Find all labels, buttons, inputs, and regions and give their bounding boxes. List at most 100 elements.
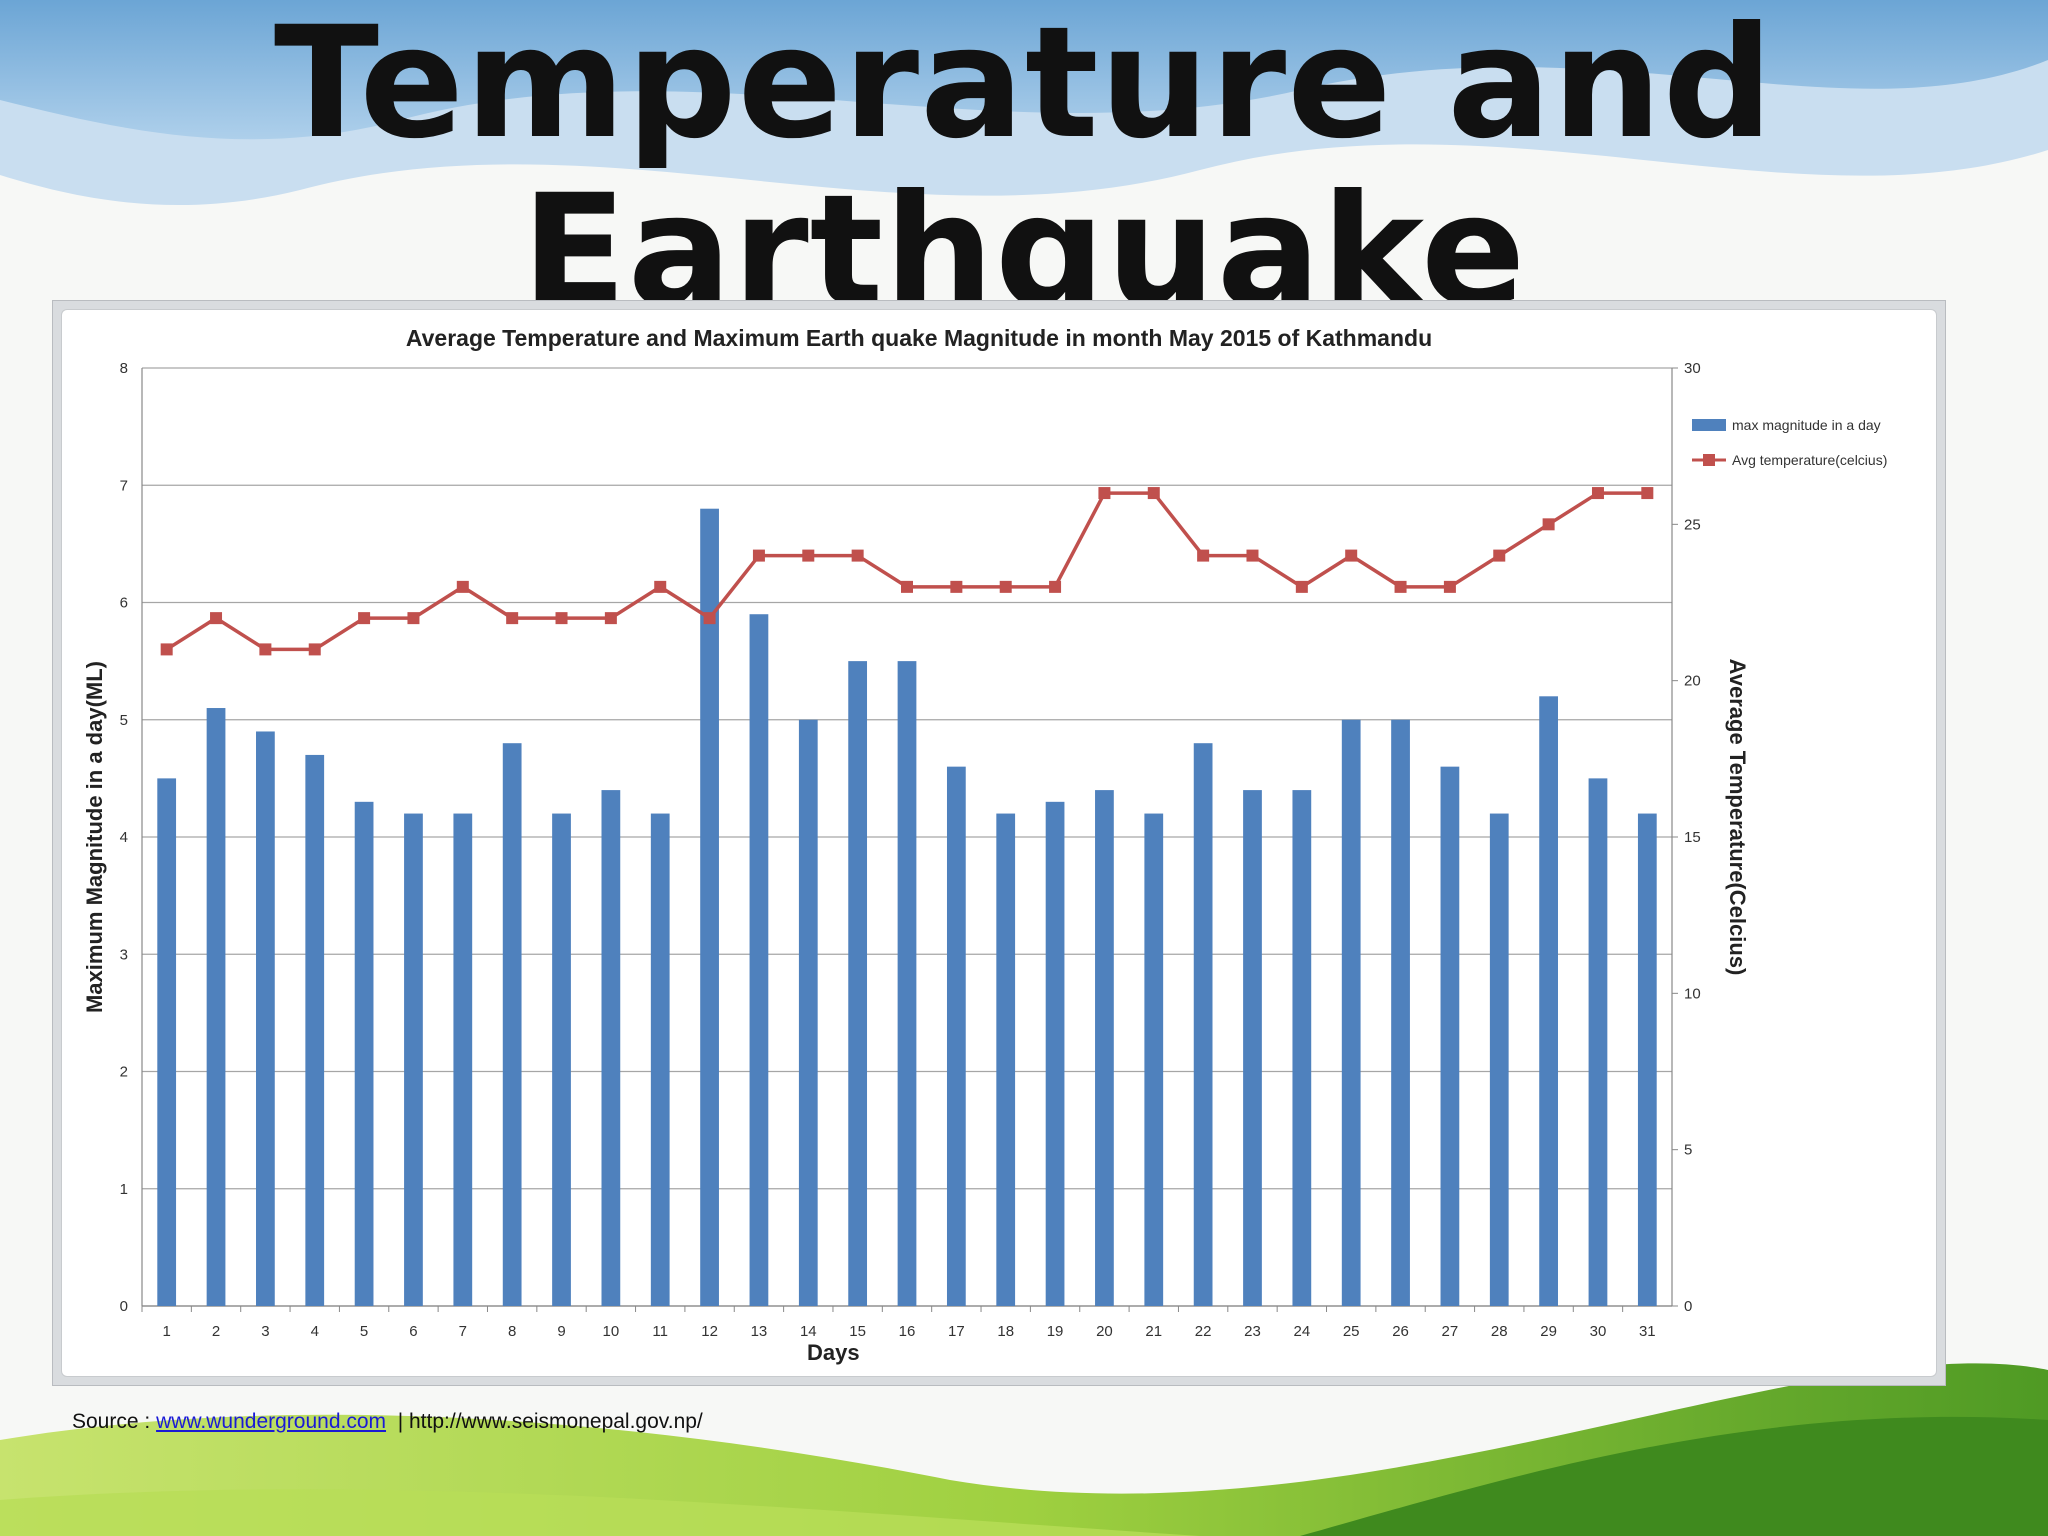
y2-tick-label: 10 [1684,985,1701,1002]
bar-magnitude [601,790,621,1306]
marker-avg-temperature [851,549,864,562]
bar-magnitude [897,661,917,1306]
marker-avg-temperature [456,580,469,593]
source-prefix: Source : [72,1410,151,1433]
marker-avg-temperature [308,643,321,656]
source-link-wunderground[interactable]: www.wunderground.com [156,1410,387,1433]
marker-avg-temperature [1049,580,1062,593]
y-tick-label: 3 [120,946,128,963]
y-tick-label: 7 [120,477,128,494]
bar-magnitude [749,614,769,1306]
marker-avg-temperature [1641,487,1654,500]
x-tick-label: 1 [163,1323,171,1340]
x-tick-label: 31 [1639,1323,1656,1340]
bar-magnitude [305,754,325,1306]
bar-magnitude [1045,801,1065,1306]
marker-avg-temperature [1493,549,1506,562]
y-tick-label: 4 [120,829,128,846]
marker-avg-temperature [950,580,963,593]
x-tick-label: 17 [948,1323,965,1340]
y2-tick-label: 25 [1684,516,1701,533]
x-tick-label: 11 [652,1323,668,1340]
x-tick-label: 10 [603,1323,620,1340]
x-tick-label: 5 [360,1323,368,1340]
x-tick-label: 9 [557,1323,565,1340]
bar-magnitude [1341,719,1361,1306]
marker-avg-temperature [358,612,371,625]
bar-magnitude [700,508,719,1306]
y-tick-label: 6 [120,595,128,612]
x-tick-label: 22 [1195,1323,1212,1340]
x-tick-label: 23 [1244,1323,1261,1340]
marker-avg-temperature [604,612,617,625]
x-tick-label: 6 [409,1323,417,1340]
ground-hill-mid [0,1489,1200,1536]
ground-hill-front [1300,1416,2048,1536]
marker-avg-temperature [407,612,420,625]
marker-avg-temperature [1443,580,1456,593]
x-tick-label: 20 [1096,1323,1113,1340]
bar-magnitude [1292,790,1312,1306]
marker-avg-temperature [1246,549,1259,562]
chart-frame[interactable]: Average Temperature and Maximum Earth qu… [52,300,1946,1386]
y2-tick-label: 15 [1684,829,1701,846]
marker-avg-temperature [703,612,716,625]
x-tick-label: 3 [261,1323,269,1340]
legend-marker-temperature [1703,454,1715,466]
marker-avg-temperature [259,643,272,656]
slide-title: Temperature and Earthquake [224,0,1824,336]
bar-magnitude [1391,719,1410,1306]
bar-magnitude [798,719,818,1306]
marker-avg-temperature [1345,549,1358,562]
bar-magnitude [354,801,374,1306]
x-tick-label: 15 [849,1323,866,1340]
y2-tick-label: 20 [1684,673,1701,690]
bar-magnitude [1095,790,1114,1306]
y-axis-title: Maximum Magnitude in a day(ML) [82,661,107,1013]
bar-magnitude [256,731,275,1306]
marker-avg-temperature [1147,487,1160,500]
x-axis-title: Days [807,1340,860,1365]
marker-avg-temperature [1542,518,1555,531]
y2-tick-label: 0 [1684,1298,1692,1315]
y2-tick-label: 5 [1684,1142,1692,1159]
x-tick-label: 29 [1540,1323,1557,1340]
marker-avg-temperature [1098,487,1111,500]
bar-magnitude [1489,813,1509,1306]
combo-chart: Average Temperature and Maximum Earth qu… [82,325,1887,1365]
bar-magnitude [1144,813,1164,1306]
x-tick-label: 27 [1442,1323,1459,1340]
bar-magnitude [1243,790,1262,1306]
bar-magnitude [502,743,522,1306]
legend-label-temperature: Avg temperature(celcius) [1732,452,1887,468]
bar-magnitude [1539,696,1558,1306]
bar-magnitude [1193,743,1213,1306]
x-tick-label: 2 [212,1323,220,1340]
y-tick-label: 5 [120,712,128,729]
bar-magnitude [946,766,966,1306]
marker-avg-temperature [999,580,1012,593]
x-tick-label: 7 [459,1323,467,1340]
x-tick-label: 14 [800,1323,817,1340]
y-tick-label: 8 [120,360,128,377]
x-tick-label: 21 [1145,1323,1162,1340]
x-tick-label: 13 [751,1323,768,1340]
marker-avg-temperature [1197,549,1210,562]
marker-avg-temperature [506,612,519,625]
x-tick-label: 16 [899,1323,916,1340]
slide-title-line-1: Temperature and [273,0,1775,173]
x-tick-label: 8 [508,1323,516,1340]
legend-label-magnitude: max magnitude in a day [1732,417,1881,433]
bar-magnitude [404,813,423,1306]
bar-magnitude [1637,813,1657,1306]
x-tick-label: 12 [701,1323,718,1340]
y-tick-label: 1 [120,1181,128,1198]
sky-wave-front [0,0,2048,140]
legend-swatch-magnitude [1692,419,1726,431]
x-tick-label: 25 [1343,1323,1360,1340]
source-link-seismonepal: http://www.seismonepal.gov.np/ [409,1410,703,1433]
source-line: Source : www.wunderground.com | http://w… [72,1410,703,1434]
y2-axis-title: Average Temperature(Celcius) [1725,659,1750,976]
bar-magnitude [157,778,177,1306]
marker-avg-temperature [802,549,815,562]
